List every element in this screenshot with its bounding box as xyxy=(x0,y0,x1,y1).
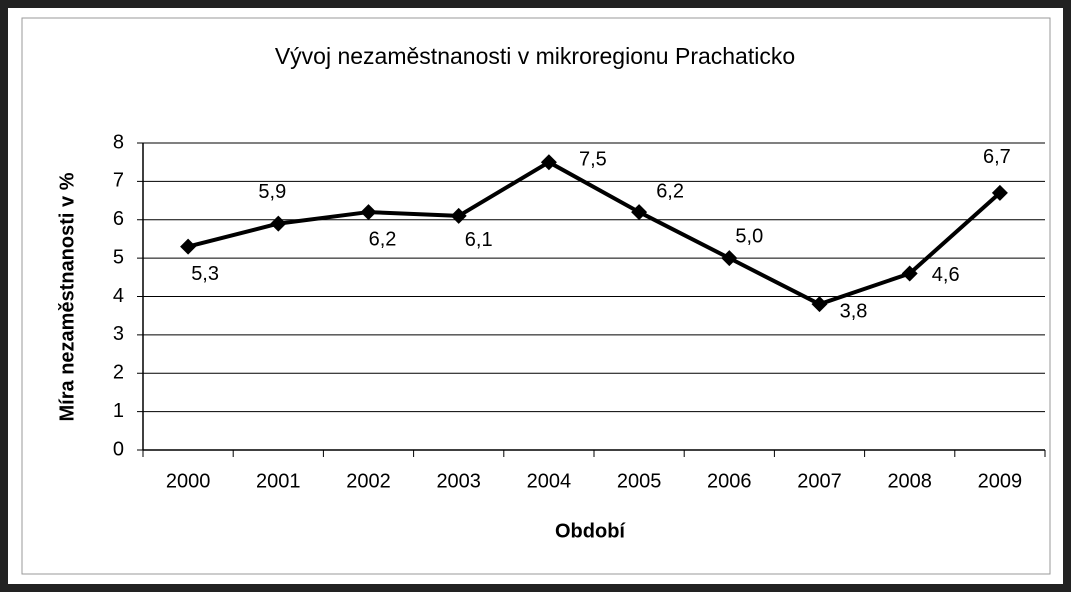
x-tick-label: 2006 xyxy=(707,470,752,492)
data-label: 5,3 xyxy=(191,263,219,285)
x-tick-label: 2004 xyxy=(527,470,572,492)
data-label: 5,9 xyxy=(258,181,286,203)
y-tick-label: 3 xyxy=(113,323,124,345)
x-tick-label: 2009 xyxy=(978,470,1023,492)
marker xyxy=(270,215,287,232)
chart-title: Vývoj nezaměstnanosti v mikroregionu Pra… xyxy=(275,43,795,69)
data-label: 6,2 xyxy=(369,228,397,250)
y-tick-label: 2 xyxy=(113,362,124,384)
y-axis-title: Míra nezaměstnanosti v % xyxy=(56,172,78,421)
data-label: 6,2 xyxy=(656,180,684,202)
chart-area xyxy=(21,17,1051,575)
y-tick-label: 8 xyxy=(113,131,124,153)
marker xyxy=(811,296,828,313)
y-tick-label: 4 xyxy=(113,285,124,307)
y-tick-label: 7 xyxy=(113,170,124,192)
marker xyxy=(540,154,557,171)
x-tick-label: 2000 xyxy=(166,470,211,492)
y-tick-label: 0 xyxy=(113,438,124,460)
data-label: 6,7 xyxy=(983,146,1011,168)
data-label: 5,0 xyxy=(735,225,763,247)
x-tick-label: 2005 xyxy=(617,470,662,492)
y-tick-label: 6 xyxy=(113,208,124,230)
marker xyxy=(180,238,197,255)
marker xyxy=(631,204,648,221)
marker xyxy=(450,207,467,224)
x-axis-title: Období xyxy=(555,520,626,542)
marker xyxy=(991,184,1008,201)
x-tick-label: 2003 xyxy=(436,470,481,492)
x-tick-label: 2001 xyxy=(256,470,301,492)
marker xyxy=(901,265,918,282)
x-tick-label: 2002 xyxy=(346,470,391,492)
marker xyxy=(360,204,377,221)
data-label: 4,6 xyxy=(932,264,960,286)
x-tick-label: 2007 xyxy=(797,470,842,492)
data-label: 3,8 xyxy=(840,300,868,322)
x-tick-label: 2008 xyxy=(887,470,932,492)
data-label: 6,1 xyxy=(465,229,493,251)
y-tick-label: 5 xyxy=(113,246,124,268)
line xyxy=(187,160,1002,307)
y-tick-label: 1 xyxy=(113,400,124,422)
data-label: 7,5 xyxy=(579,148,607,170)
marker xyxy=(721,250,738,267)
